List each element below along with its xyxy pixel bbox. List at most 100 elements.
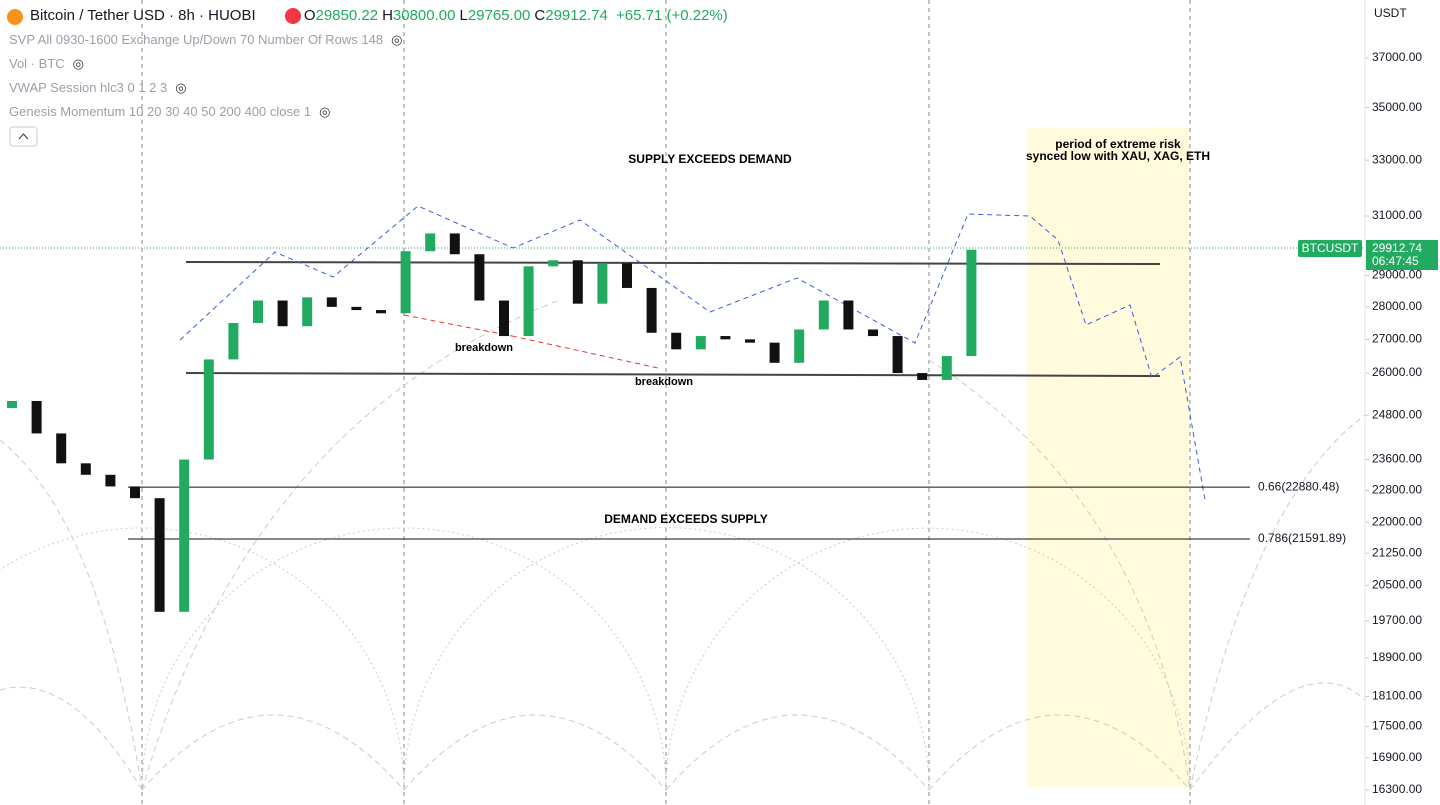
y-tick-label: 21250.00 (1372, 545, 1422, 559)
ohlc-label: C (534, 7, 546, 24)
visibility-icon[interactable]: ◎ (319, 104, 331, 119)
candle (917, 373, 928, 380)
ohlc-value: 30800.00 (392, 7, 456, 24)
symbol[interactable]: Bitcoin / Tether USD · 8h · HUOBI (30, 7, 256, 24)
candle (695, 336, 706, 350)
ohlc-value: 29912.74 (545, 7, 608, 24)
annotation: synced low with XAU, XAG, ETH (1026, 149, 1210, 163)
indicator-label: VWAP Session hlc3 0 1 2 3 ◎ (9, 80, 187, 96)
candle (425, 233, 436, 252)
y-tick-label: 35000.00 (1372, 100, 1422, 114)
visibility-icon[interactable]: ◎ (175, 80, 187, 95)
indicator-name: Genesis Momentum 10 20 30 40 50 200 400 … (9, 104, 312, 119)
candle (941, 356, 952, 380)
candle (179, 459, 190, 612)
session-lines (141, 0, 1191, 805)
trendline (185, 261, 1161, 265)
annotation: breakdown (455, 342, 513, 354)
candle (769, 342, 780, 363)
annotation: breakdown (635, 376, 693, 388)
trendline (185, 372, 1161, 377)
candle (302, 297, 313, 327)
annotation: period of extreme risk (1055, 137, 1181, 151)
candle (548, 260, 559, 267)
projection (179, 205, 1206, 501)
candle (794, 329, 805, 363)
candle (671, 332, 682, 350)
candle (80, 463, 91, 475)
y-tick-label: 18100.00 (1372, 689, 1422, 703)
coin-icon (7, 9, 23, 25)
y-tick-label: 24800.00 (1372, 407, 1422, 421)
y-tick-label: 33000.00 (1372, 152, 1422, 166)
indicator-label: Vol · BTC ◎ (9, 56, 84, 72)
indicator-name: SVP All 0930-1600 Exchange Up/Down 70 Nu… (9, 32, 384, 47)
header: Bitcoin / Tether USD · 8h · HUOBI O29850… (30, 7, 728, 24)
candle (523, 266, 534, 337)
candle (868, 329, 878, 337)
candle (228, 322, 239, 360)
visibility-icon[interactable]: ◎ (72, 56, 84, 71)
cycle-arcs-small (0, 299, 1366, 791)
fib-label: 0.66(22880.48) (1258, 479, 1339, 493)
y-tick-label: 22000.00 (1372, 514, 1422, 528)
candle (622, 263, 632, 288)
alert-icon[interactable] (285, 8, 301, 24)
y-tick-label: 18900.00 (1372, 650, 1422, 664)
candle (351, 306, 362, 311)
candle (745, 339, 755, 343)
candle (277, 300, 288, 327)
candle (572, 260, 583, 304)
currency[interactable]: USDT (1374, 6, 1407, 20)
y-tick-label: 28000.00 (1372, 299, 1422, 313)
ohlc-label: H (382, 7, 393, 24)
candle (105, 474, 116, 487)
cycle-arcs (0, 527, 1191, 791)
y-tick-label: 16300.00 (1372, 782, 1422, 796)
annotation: DEMAND EXCEEDS SUPPLY (604, 512, 768, 526)
y-tick-label: 22800.00 (1372, 483, 1422, 497)
ohlc-value: 29850.22 (315, 7, 379, 24)
candle (720, 336, 731, 340)
indicator-label: SVP All 0930-1600 Exchange Up/Down 70 Nu… (9, 32, 402, 48)
candle (499, 300, 509, 337)
indicator-name: VWAP Session hlc3 0 1 2 3 (9, 80, 168, 95)
collapse-button[interactable] (9, 126, 38, 147)
y-tick-label: 23600.00 (1372, 452, 1422, 466)
risk-zone (1027, 128, 1190, 787)
candle (474, 254, 485, 301)
y-tick-label: 20500.00 (1372, 577, 1422, 591)
price-tag-countdown: 06:47:45 (1372, 254, 1419, 268)
y-tick-label: 27000.00 (1372, 332, 1422, 346)
candle (400, 251, 411, 314)
collapse-icon (18, 133, 29, 140)
indicator-name: Vol · BTC (9, 56, 65, 71)
candle (646, 287, 657, 333)
candle (376, 310, 386, 314)
annotation: SUPPLY EXCEEDS DEMAND (628, 152, 792, 166)
ohlc-label: O (303, 7, 316, 24)
breakdown-arrow (511, 335, 659, 369)
ohlc: O29850.22 H30800.00 L29765.00 C29912.74 (304, 7, 608, 24)
candle (203, 359, 214, 460)
y-tick-label: 19700.00 (1372, 613, 1422, 627)
candle (597, 263, 608, 304)
candle (818, 300, 829, 330)
fib-label: 0.786(21591.89) (1258, 531, 1346, 545)
candle (56, 433, 67, 464)
y-tick-label: 17500.00 (1372, 719, 1422, 733)
candle (31, 400, 42, 434)
ohlc-value: 29765.00 (467, 7, 531, 24)
y-tick-label: 16900.00 (1372, 750, 1422, 764)
candle (966, 249, 977, 357)
candle (892, 336, 903, 374)
visibility-icon[interactable]: ◎ (391, 32, 403, 47)
y-tick-label: 26000.00 (1372, 365, 1422, 379)
price-tag (1366, 240, 1438, 270)
candle (154, 498, 165, 612)
candle (7, 400, 17, 409)
candle (253, 300, 263, 323)
ohlc-label: L (459, 7, 468, 24)
